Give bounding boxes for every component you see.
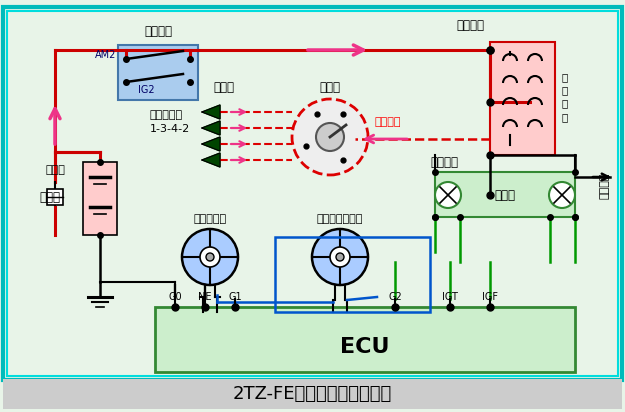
Text: 点火开关: 点火开关 <box>144 25 172 38</box>
Text: IGF: IGF <box>482 292 498 302</box>
Circle shape <box>182 229 238 285</box>
Polygon shape <box>202 153 220 167</box>
Text: AM2: AM2 <box>94 50 116 60</box>
Text: G0: G0 <box>168 292 182 302</box>
Bar <box>435 172 575 217</box>
Text: G1: G1 <box>228 292 242 302</box>
Circle shape <box>435 182 461 208</box>
Circle shape <box>206 253 214 261</box>
Bar <box>490 42 555 155</box>
Bar <box>275 237 430 312</box>
Text: 点火顺序：
1-3-4-2: 点火顺序： 1-3-4-2 <box>150 110 190 134</box>
Bar <box>47 189 63 205</box>
Text: 分电器: 分电器 <box>319 81 341 94</box>
Circle shape <box>549 182 575 208</box>
Bar <box>7 11 618 376</box>
Bar <box>155 307 575 372</box>
Text: 火花塞: 火花塞 <box>214 81 234 94</box>
Text: 点火器: 点火器 <box>494 189 516 201</box>
Text: 熔断器: 熔断器 <box>45 165 65 175</box>
Text: 点火高压: 点火高压 <box>375 117 401 127</box>
Circle shape <box>292 99 368 175</box>
Text: IG2: IG2 <box>138 85 154 95</box>
Circle shape <box>200 247 220 267</box>
Bar <box>3 379 622 409</box>
Text: 到转速表: 到转速表 <box>600 173 610 199</box>
Bar <box>83 162 117 235</box>
Polygon shape <box>202 105 220 119</box>
Text: NE: NE <box>198 292 212 302</box>
Text: 蓄电池: 蓄电池 <box>39 190 61 204</box>
Text: 点火线圈: 点火线圈 <box>456 19 484 32</box>
Text: 次级绕组: 次级绕组 <box>430 155 458 169</box>
Circle shape <box>316 123 344 151</box>
Polygon shape <box>202 137 220 151</box>
Text: 点火基准传感器: 点火基准传感器 <box>317 214 363 224</box>
Circle shape <box>330 247 350 267</box>
Circle shape <box>336 253 344 261</box>
Text: G2: G2 <box>388 292 402 302</box>
Text: 初
级
绕
组: 初 级 绕 组 <box>562 72 568 122</box>
Polygon shape <box>202 121 220 135</box>
Bar <box>118 45 198 100</box>
Text: 车速传感器: 车速传感器 <box>194 214 227 224</box>
Text: 2TZ-FE发动机电控点火系统: 2TZ-FE发动机电控点火系统 <box>232 385 392 403</box>
Text: ECU: ECU <box>340 337 390 357</box>
Text: IGT: IGT <box>442 292 458 302</box>
Circle shape <box>312 229 368 285</box>
